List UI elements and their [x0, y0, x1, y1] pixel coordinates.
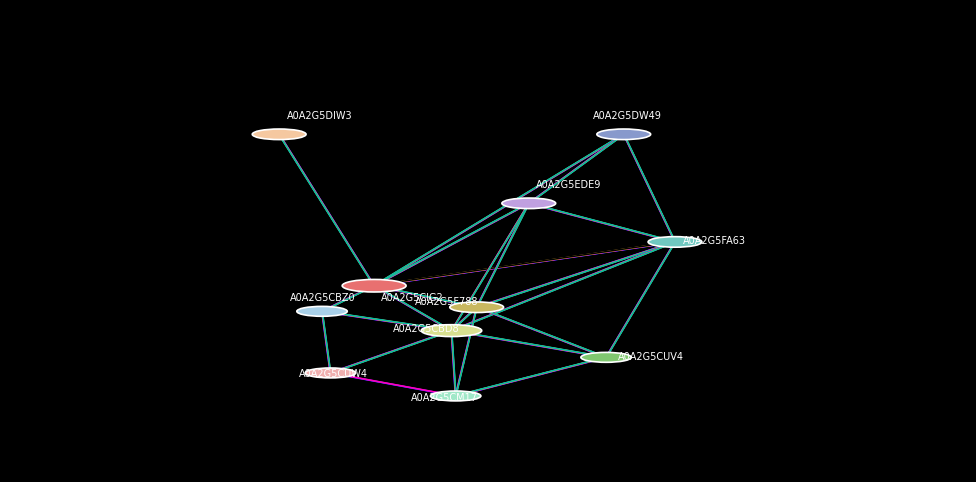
Text: A0A2G5CUW4: A0A2G5CUW4 [299, 369, 368, 379]
Text: A0A2G5CM17: A0A2G5CM17 [411, 393, 478, 403]
Ellipse shape [581, 352, 631, 362]
Text: A0A2G5FA63: A0A2G5FA63 [683, 236, 747, 246]
Ellipse shape [648, 237, 702, 247]
Ellipse shape [252, 129, 306, 140]
Text: A0A2G5CBD8: A0A2G5CBD8 [392, 324, 460, 334]
Text: A0A2G5CIG2: A0A2G5CIG2 [381, 293, 444, 303]
Ellipse shape [297, 307, 347, 316]
Text: A0A2G5CBZ0: A0A2G5CBZ0 [290, 293, 355, 303]
Ellipse shape [450, 302, 504, 312]
Text: A0A2G5CUV4: A0A2G5CUV4 [618, 352, 684, 362]
Text: A0A2G5EDE9: A0A2G5EDE9 [536, 180, 601, 190]
Text: A0A2G5DIW3: A0A2G5DIW3 [287, 111, 352, 121]
Ellipse shape [502, 198, 555, 209]
Ellipse shape [305, 368, 355, 378]
Text: A0A2G5F788: A0A2G5F788 [415, 297, 478, 307]
Text: A0A2G5DW49: A0A2G5DW49 [592, 111, 662, 121]
Ellipse shape [430, 391, 481, 401]
Ellipse shape [422, 325, 482, 336]
Ellipse shape [343, 280, 406, 292]
Ellipse shape [597, 129, 651, 140]
